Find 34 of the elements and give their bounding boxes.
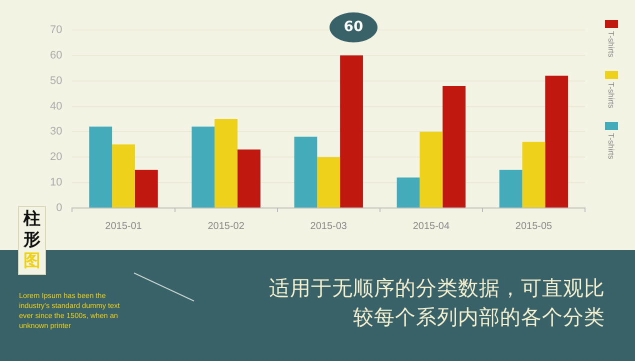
y-tick-label: 10 <box>50 176 62 189</box>
y-tick-label: 0 <box>56 202 62 214</box>
bar <box>112 144 135 208</box>
bar <box>294 136 318 208</box>
x-tick-label: 2015-05 <box>515 220 553 232</box>
data-label: 60 <box>344 19 364 36</box>
bar <box>192 126 215 208</box>
legend-label: T-shirts <box>606 133 616 160</box>
x-tick-label: 2015-01 <box>105 220 142 232</box>
y-tick-label: 30 <box>50 126 62 138</box>
x-tick-label: 2015-03 <box>310 220 348 232</box>
bar <box>499 170 522 208</box>
legend-label: T-shirts <box>606 31 616 58</box>
y-tick-label: 60 <box>50 49 62 62</box>
bar <box>89 126 112 208</box>
bar <box>134 170 158 208</box>
x-tick-label: 2015-02 <box>208 220 245 232</box>
text: 适用于无顺序的分类数据，可直观比较每个系列内部的各个分类 <box>268 275 605 331</box>
y-tick-label: 50 <box>50 74 62 87</box>
bar <box>396 177 420 208</box>
legend-label: T-shirts <box>606 82 616 108</box>
bar <box>340 55 363 208</box>
bar <box>545 76 568 208</box>
bar <box>317 157 340 208</box>
bar <box>522 142 546 208</box>
y-tick-label: 20 <box>50 151 62 164</box>
bar <box>214 119 238 208</box>
text: 柱形图 <box>19 209 45 272</box>
bar <box>442 86 466 208</box>
bar <box>420 132 443 208</box>
x-tick-label: 2015-04 <box>412 220 450 232</box>
y-tick-label: 40 <box>50 100 62 112</box>
bar <box>238 150 260 208</box>
y-tick-label: 70 <box>50 24 62 36</box>
